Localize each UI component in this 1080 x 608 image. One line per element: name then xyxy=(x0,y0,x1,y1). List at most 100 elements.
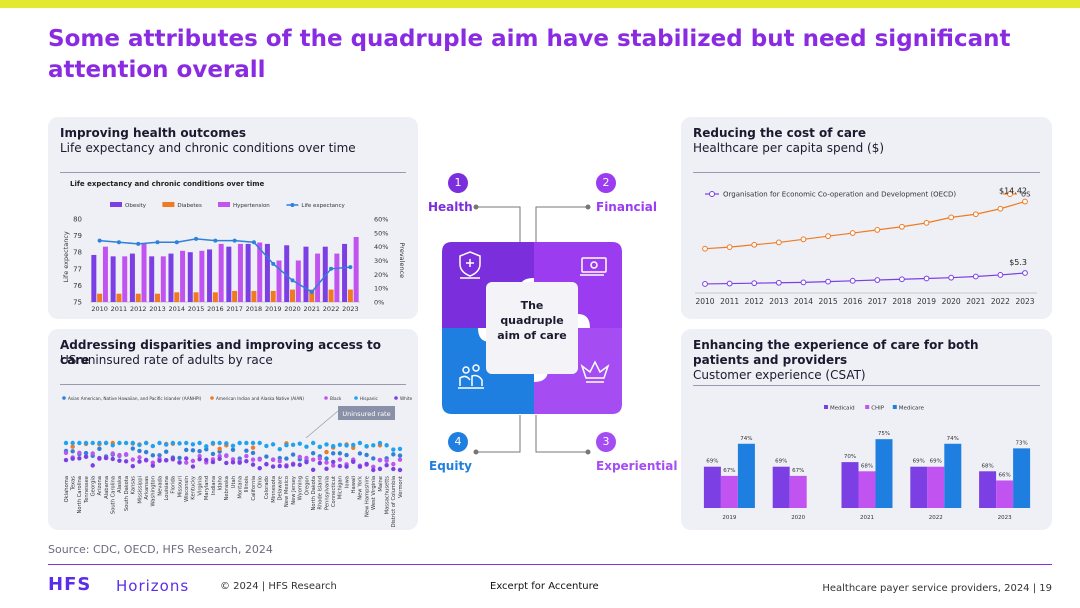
scatter-point xyxy=(150,463,156,468)
x-tick-label: 2017 xyxy=(868,297,887,306)
scatter-point xyxy=(257,457,262,462)
center-card xyxy=(486,282,578,374)
x-tick-label: 2022 xyxy=(929,515,943,521)
panel-divider xyxy=(60,384,406,385)
scatter-point xyxy=(264,443,269,449)
scatter-point xyxy=(277,446,282,452)
legend-swatch xyxy=(865,405,870,409)
x-tick-label: 2023 xyxy=(1015,297,1034,306)
state-label: Kansas xyxy=(131,476,137,495)
life-expectancy-point xyxy=(97,238,102,243)
scatter-point xyxy=(190,442,196,447)
panel-title: Improving health outcomes xyxy=(60,126,246,140)
scatter-point xyxy=(397,446,403,452)
bar-data-label: 69% xyxy=(775,459,787,465)
scatter-point xyxy=(384,463,389,468)
chart-title: Life expectancy and chronic conditions o… xyxy=(70,180,265,188)
scatter-point xyxy=(257,465,262,471)
scatter-point xyxy=(97,455,102,461)
scatter-point xyxy=(197,457,202,462)
series-point xyxy=(726,244,733,251)
state-label: Maryland xyxy=(204,476,210,500)
scatter-point xyxy=(170,440,176,446)
aim-number-3: 3 xyxy=(596,432,616,452)
bar-data-label: 67% xyxy=(723,468,735,474)
state-label: Tennessee xyxy=(84,476,90,504)
state-label: Alaska xyxy=(117,476,123,493)
scatter-point xyxy=(230,460,236,465)
state-label: Michigan xyxy=(338,476,344,499)
x-tick-label: 2010 xyxy=(695,297,714,306)
state-label: Oregon xyxy=(304,476,310,495)
scatter-point xyxy=(143,457,149,463)
scatter-point xyxy=(110,443,115,448)
x-tick-label: 2014 xyxy=(169,305,186,313)
scatter-point xyxy=(184,460,189,465)
scatter-point xyxy=(204,447,209,452)
scatter-point xyxy=(290,442,296,448)
bar-medicaid xyxy=(703,466,721,508)
state-label: Maine xyxy=(378,476,384,492)
legend-swatch-marker xyxy=(709,191,715,197)
scatter-point xyxy=(184,456,189,461)
state-label: West Virginia xyxy=(371,476,377,510)
scatter-point xyxy=(237,460,242,465)
scatter-point xyxy=(184,447,189,453)
y2-tick-label: 60% xyxy=(374,216,388,224)
y2-tick-label: 40% xyxy=(374,243,388,251)
panel-divider xyxy=(693,385,1040,386)
bar-diabetes xyxy=(251,290,257,302)
x-tick-label: 2022 xyxy=(991,297,1010,306)
bar-obesity xyxy=(284,245,290,302)
scatter-point xyxy=(297,454,302,460)
bar-hypertension xyxy=(218,243,224,302)
panel-title: Enhancing the experience of care for bot… xyxy=(693,338,979,367)
scatter-point xyxy=(90,451,95,456)
state-label: Alabama xyxy=(104,476,110,499)
scatter-point xyxy=(143,449,149,455)
state-label: Indiana xyxy=(211,476,217,495)
series-point xyxy=(899,276,905,283)
x-tick-label: 2013 xyxy=(149,305,166,313)
scatter-point xyxy=(110,451,115,456)
y-tick-label: 80 xyxy=(73,216,82,224)
bar-data-label: 66% xyxy=(998,472,1010,478)
life-expectancy-point xyxy=(329,266,334,271)
aim-label-equity: Equity xyxy=(429,459,473,473)
scatter-point xyxy=(264,454,269,459)
bar-diabetes xyxy=(328,289,334,302)
scatter-point xyxy=(137,442,142,448)
y-tick-label: 76 xyxy=(73,282,82,290)
bar-obesity xyxy=(226,246,232,302)
aim-label-experiential: Experiential xyxy=(596,459,678,473)
state-label: Massachusetts xyxy=(384,476,390,515)
bar-chip xyxy=(858,471,876,508)
x-tick-label: 2012 xyxy=(745,297,764,306)
panel-subtitle: Customer experience (CSAT) xyxy=(693,368,866,382)
x-tick-label: 2019 xyxy=(265,305,282,313)
series-point xyxy=(899,223,905,230)
bar-data-label: 68% xyxy=(861,463,873,469)
bar-data-label: 70% xyxy=(844,454,856,460)
bar-hypertension xyxy=(295,260,301,302)
scatter-point xyxy=(290,452,296,457)
scatter-point xyxy=(137,455,142,460)
scatter-point xyxy=(250,462,256,467)
bar-data-label: 75% xyxy=(878,431,890,437)
scatter-point xyxy=(270,457,276,463)
series-point xyxy=(702,245,708,252)
series-point xyxy=(775,279,782,286)
data-label: $14.42 xyxy=(999,187,1027,196)
legend-swatch xyxy=(110,202,122,207)
per-capita-spend-chart: Organisation for Economic Co-operation a… xyxy=(695,187,1037,306)
series-point xyxy=(948,214,955,221)
bar-medicaid xyxy=(772,466,790,508)
scatter-point xyxy=(397,453,403,458)
top-accent-bar xyxy=(0,0,1080,8)
center-label: The quadruple aim of care xyxy=(497,299,567,342)
scatter-point xyxy=(244,458,249,464)
bar-data-label: 74% xyxy=(740,436,752,442)
bar-diabetes xyxy=(155,293,160,302)
series-point xyxy=(751,241,758,248)
state-label: Minnesota xyxy=(271,476,277,503)
